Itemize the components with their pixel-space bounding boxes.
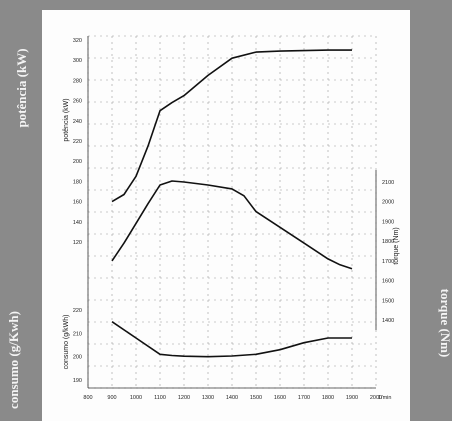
consumption-tick-label: 200 — [73, 355, 82, 361]
consumption-tick-label: 220 — [73, 308, 82, 314]
torque-tick-label: 1800 — [382, 239, 394, 245]
power-series-line — [111, 49, 352, 203]
x-tick-label: 1400 — [226, 395, 238, 401]
torque-tick-label: 1900 — [382, 219, 394, 225]
power-tick-label: 160 — [73, 200, 82, 206]
x-tick-label: 1600 — [274, 395, 286, 401]
power-tick-label: 120 — [73, 240, 82, 246]
torque-series-line — [111, 180, 353, 270]
consumption-tick-label: 190 — [73, 378, 82, 384]
power-axis-label: potência (kW) — [63, 98, 70, 141]
x-tick-label: 1500 — [250, 395, 262, 401]
x-tick-label: 1100 — [154, 395, 166, 401]
x-tick-label: 1800 — [322, 395, 334, 401]
consumption-series-line — [111, 321, 352, 358]
chart-panel: 800 900 1000 1100 1200 1300 1400 1500 1600 1700 18… — [42, 10, 410, 421]
torque-tick-label: 2000 — [382, 200, 394, 206]
torque-tick-label: 1400 — [382, 318, 394, 324]
x-tick-label: 2000 — [370, 395, 382, 401]
x-tick-label: 800 — [83, 395, 92, 401]
x-tick-label: 1900 — [346, 395, 358, 401]
x-tick-label: 1000 — [130, 395, 142, 401]
power-tick-label: 280 — [73, 78, 82, 84]
torque-axis-title: torque (Nm) — [438, 288, 452, 358]
x-tick-label: 1200 — [178, 395, 190, 401]
power-tick-label: 320 — [73, 38, 82, 44]
torque-axis-label: torque (Nm) — [393, 227, 400, 264]
torque-tick-label: 1600 — [382, 279, 394, 285]
torque-tick-label: 1700 — [382, 259, 394, 265]
power-tick-label: 140 — [73, 220, 82, 226]
x-tick-label: 900 — [107, 395, 116, 401]
consumption-tick-label: 210 — [73, 331, 82, 337]
power-tick-label: 220 — [73, 139, 82, 145]
x-unit-label: 1/min — [378, 395, 391, 401]
x-tick-label: 1700 — [298, 395, 310, 401]
consumption-axis-title: consumo (g/Kwh) — [6, 311, 21, 409]
x-tick-label: 1300 — [202, 395, 214, 401]
consumption-axis-label: consumo (g/kWh) — [63, 315, 70, 370]
power-tick-label: 240 — [73, 119, 82, 125]
torque-tick-label: 2100 — [382, 180, 394, 186]
power-axis-title: potência (kW) — [14, 48, 29, 128]
engine-performance-chart: 800 900 1000 1100 1200 1300 1400 1500 1600 1700 18… — [63, 35, 400, 401]
power-tick-label: 180 — [73, 179, 82, 185]
power-tick-label: 300 — [73, 58, 82, 64]
torque-tick-label: 1500 — [382, 298, 394, 304]
power-tick-label: 260 — [73, 99, 82, 105]
power-tick-label: 200 — [73, 159, 82, 165]
